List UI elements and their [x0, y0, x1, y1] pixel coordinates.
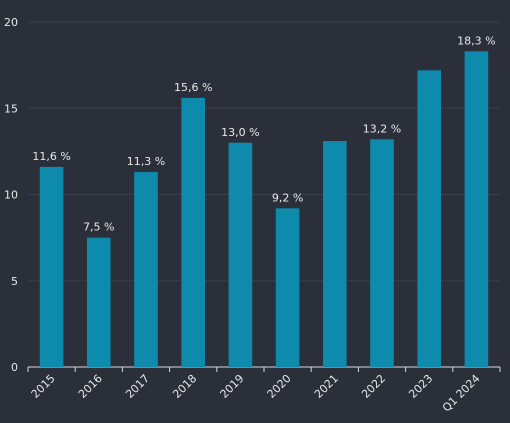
bar-2023: [417, 70, 441, 368]
y-tick-label: 0: [11, 361, 18, 374]
x-tick-label: 2020: [265, 372, 294, 401]
bar-2015: [39, 166, 64, 367]
x-tick-label: 2019: [218, 372, 247, 401]
x-tick-label: 2023: [406, 372, 435, 401]
data-label: 11,3 %: [127, 155, 165, 168]
bar-2022: [370, 139, 394, 367]
data-label: 11,6 %: [32, 150, 70, 163]
x-tick-label: 2016: [76, 372, 105, 401]
y-tick-label: 15: [4, 102, 18, 115]
data-label: 18,3 %: [457, 34, 495, 47]
x-tick-label: 2022: [359, 372, 388, 401]
x-tick-label: 2018: [170, 372, 199, 401]
x-tick-label: Q1 2024: [440, 372, 483, 415]
bar-2016: [87, 237, 111, 367]
data-label: 7,5 %: [83, 221, 114, 234]
bar-2017: [134, 172, 158, 367]
x-tick-label: 2015: [29, 372, 58, 401]
x-tick-label: 2017: [123, 372, 152, 401]
data-label: 15,6 %: [174, 81, 212, 94]
bar-2021: [323, 141, 347, 367]
data-label: 13,0 %: [221, 126, 259, 139]
bar-2018: [181, 97, 205, 368]
bar-2020: [275, 208, 300, 367]
x-tick-label: 2021: [312, 372, 341, 401]
bar-q1-2024: [464, 51, 489, 367]
y-tick-label: 5: [11, 275, 18, 288]
data-label: 13,2 %: [363, 122, 401, 135]
y-tick-label: 20: [4, 16, 18, 29]
bar-2019: [228, 142, 253, 367]
data-label: 9,2 %: [272, 191, 303, 204]
y-tick-label: 10: [4, 189, 18, 202]
